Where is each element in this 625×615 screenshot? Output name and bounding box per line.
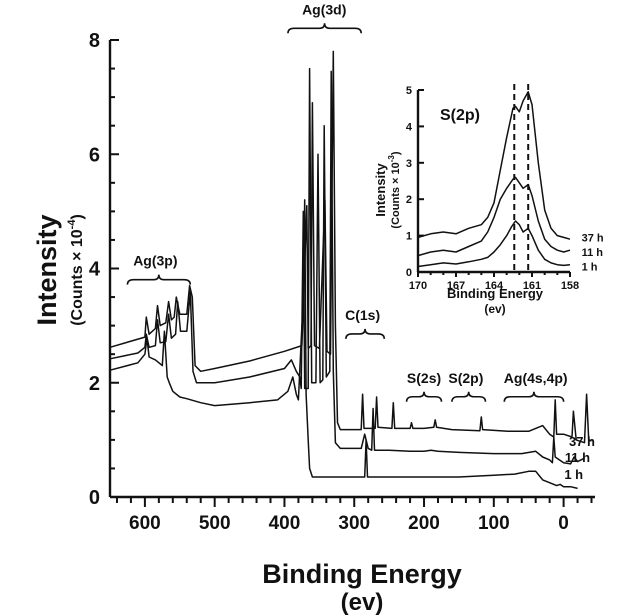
main-series-label-11-h: 11 h [565,450,590,465]
main-traces [109,50,592,490]
inset-y-axis-label: Intensity [373,163,388,217]
main-y-axis-unit: (Counts × 10-4) [66,214,86,326]
main-peak-annotations: Ag(3p) Ag(3d) C(1s) S(2s) S(2p) Ag(4s,4p) [126,1,568,402]
main-chart: Ag(3p) Ag(3d) C(1s) S(2s) S(2p) Ag(4s,4p) 0 2 4… [32,1,595,615]
inset-x-tick-label: 158 [561,280,579,292]
peak-label-ag-3d: Ag(3d) [302,1,346,17]
main-x-tick-label: 600 [129,513,161,534]
peak-label-s-2s: S(2s) [407,370,441,386]
main-x-tick-label: 400 [269,513,301,534]
main-series-1-h [109,199,578,490]
inset-x-tick-label: 167 [447,280,465,292]
peak-label-s-2p: S(2p) [448,370,483,386]
peak-label-ag-4s-4p: Ag(4s,4p) [504,370,568,386]
peak-bracket-c-1s [345,328,386,339]
main-x-tick-label: 300 [338,513,370,534]
inset-y-tick-label: 5 [406,85,412,97]
inset-y-tick-label: 0 [406,267,412,279]
inset-series-1-h [417,220,571,268]
main-x-tick-label: 100 [478,513,510,534]
main-series-labels: 37 h11 h 1 h [564,434,595,482]
main-y-tick-label: 6 [89,144,100,166]
main-x-tick-label: 0 [558,513,569,534]
main-y-tick-label: 2 [89,373,100,395]
main-series-label-1-h: 1 h [564,467,583,482]
inset-y-tick-label: 3 [406,158,412,170]
main-y-tick-label: 4 [89,259,101,281]
peak-bracket-ag-3p [126,274,192,285]
inset-y-tick-label: 1 [406,231,412,243]
inset-x-axis-unit: (ev) [484,302,505,316]
peak-label-c-1s: C(1s) [345,307,380,323]
inset-y-tick-label: 4 [406,121,413,133]
inset-series-label-37-h: 37 h [582,232,604,244]
peak-bracket-ag-4s-4p [503,391,565,402]
inset-series-label-11-h: 11 h [582,247,604,259]
main-x-axis-label: Binding Energy [262,559,462,589]
inset-series-labels: 37 h 11 h 1 h [582,232,604,273]
inset-title: S(2p) [440,107,480,124]
peak-bracket-s-2s [405,391,443,402]
inset-y-tick-label: 2 [406,194,412,206]
main-x-axis-unit: (ev) [341,589,384,615]
main-y-axis-label: Intensity [32,214,62,325]
main-axes: 0 2 4 6 8 600 500 400 300 200 100 0 [89,30,595,534]
main-x-tick-label: 500 [199,513,231,534]
main-y-tick-label: 8 [89,30,100,52]
inset-x-tick-label: 164 [485,280,504,292]
main-x-tick-label: 200 [408,513,440,534]
inset-x-tick-label: 170 [409,280,427,292]
main-series-11-h [109,67,585,465]
peak-bracket-s-2p [451,391,487,402]
inset-y-axis-unit: (Counts × 10-3) [387,151,402,228]
main-y-tick-label: 0 [89,487,100,509]
inset-axes: 0 1 2 3 4 5 170 167 164 161 158 [406,85,579,292]
main-series-label-37-h: 37 h [569,434,595,449]
inset-traces [417,84,571,272]
inset-x-tick-label: 161 [523,280,541,292]
peak-bracket-ag-3d [287,23,363,34]
inset-x-axis-label: Binding Energy [447,286,544,301]
peak-label-ag-3p: Ag(3p) [133,253,177,269]
inset-series-label-1-h: 1 h [582,262,598,274]
